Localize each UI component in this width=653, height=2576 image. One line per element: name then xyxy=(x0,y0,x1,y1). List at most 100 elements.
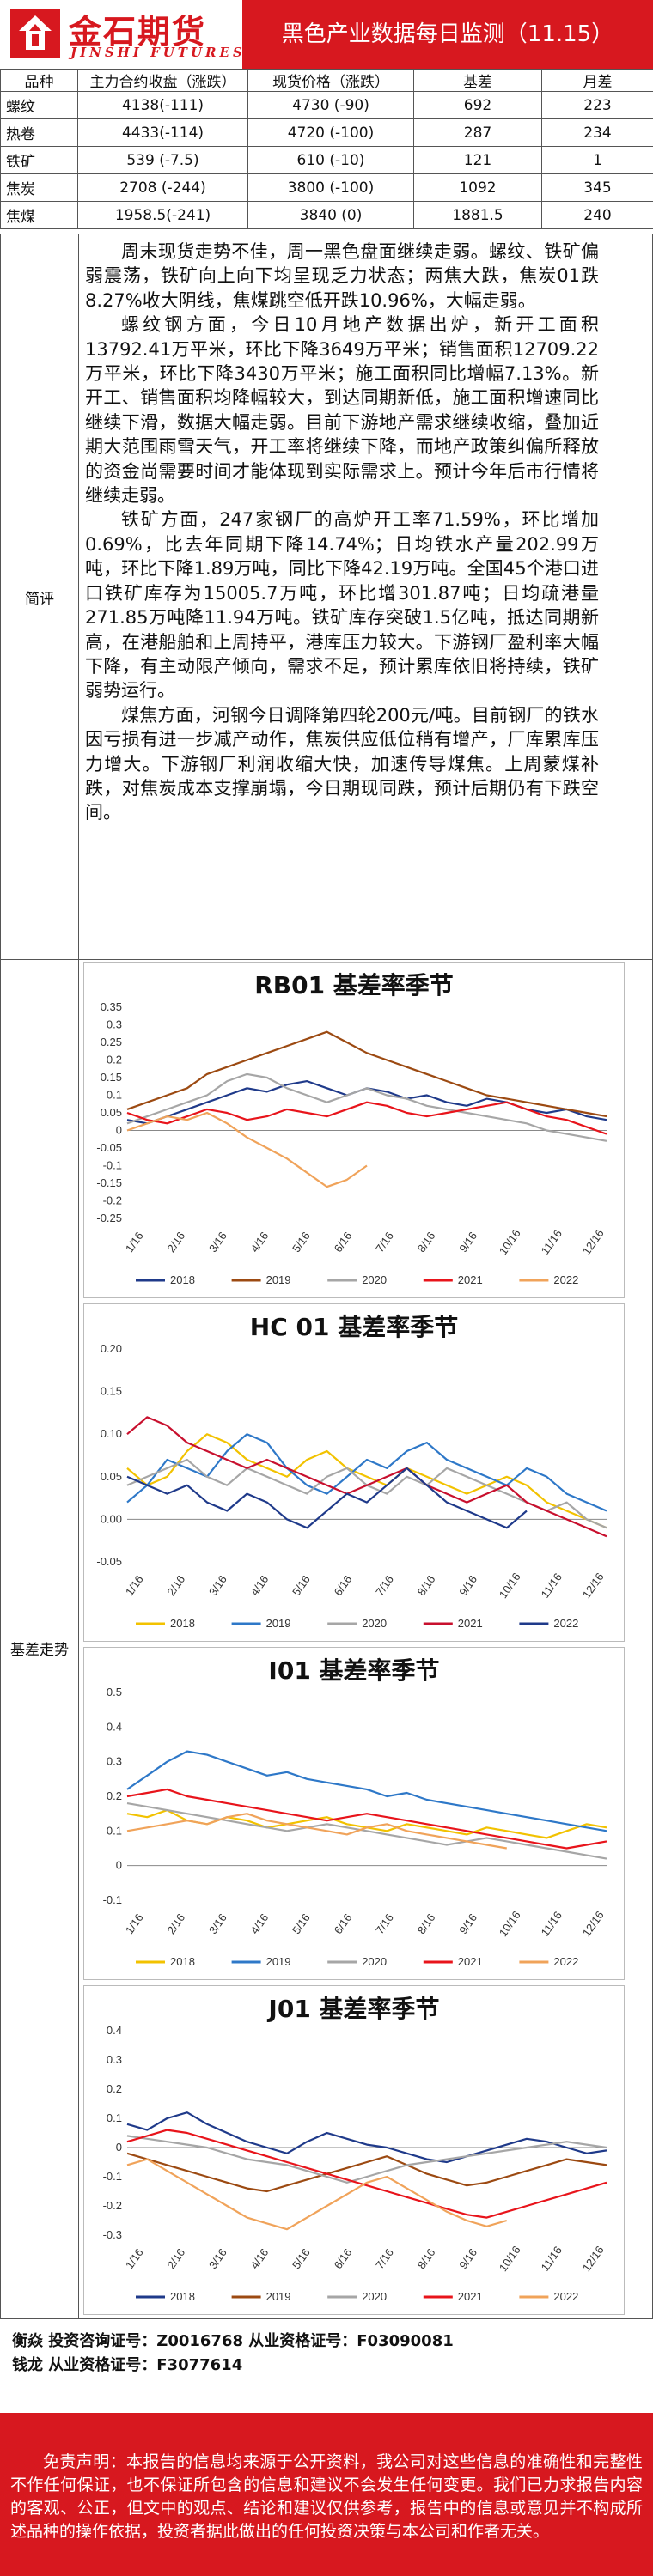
series-line-2021 xyxy=(126,1788,607,1850)
series-line-2018 xyxy=(126,2111,607,2164)
x-tick-label: 7/16 xyxy=(373,1911,396,1936)
basis-value: 692 xyxy=(413,91,542,119)
y-tick-label: 0.2 xyxy=(107,2082,122,2095)
x-tick-label: 11/16 xyxy=(539,1227,565,1256)
commentary-text: 周末现货走势不佳，周一黑色盘面继续走弱。螺纹、铁矿偏弱震荡，铁矿向上向下均呈现乏… xyxy=(85,240,599,825)
y-tick-label: 0.3 xyxy=(107,1018,122,1031)
y-tick-label: 0.20 xyxy=(101,1342,122,1355)
product-name: 热卷 xyxy=(0,118,78,147)
x-tick-label: 1/16 xyxy=(123,1911,146,1936)
x-tick-label: 6/16 xyxy=(332,1230,355,1255)
table-row-iron-ore: 铁矿 539 (-7.5) 610 (-10) 121 1 xyxy=(0,146,653,174)
legend-label: 2019 xyxy=(266,2290,291,2303)
basis-trend-section: 基差走势 RB01 基差率季节 0.35 0.3 0.25 0.2 0.15 0.1 0.05… xyxy=(0,958,653,2319)
series-line-2020 xyxy=(126,1802,607,1860)
column-header-futures: 主力合约收盘（涨跌） xyxy=(77,69,248,92)
y-tick-label: 0.3 xyxy=(107,1755,122,1768)
y-tick-label: 0.25 xyxy=(101,1036,122,1048)
x-tick-label: 11/16 xyxy=(539,2244,565,2273)
commentary-paragraph-iron-ore: 铁矿方面，247家钢厂的高炉开工率71.59%，环比增加0.69%，比去年同期下… xyxy=(85,509,599,702)
commentary-paragraph-coal-coke: 煤焦方面，河钢今日调降第四轮200元/吨。目前钢厂的铁水因亏损有进一步减产动作，… xyxy=(85,704,599,823)
x-tick-label: 3/16 xyxy=(206,1230,229,1255)
x-tick-label: 4/16 xyxy=(248,1230,272,1255)
basis-label-cell: 基差走势 xyxy=(1,958,79,2318)
commentary-label: 简评 xyxy=(25,591,54,608)
report-header: 金石期货 JINSHI FUTURES 黑色产业数据每日监测（11.15） xyxy=(0,0,653,69)
y-tick-label: 0.1 xyxy=(107,1824,122,1837)
chart-hc01: HC 01 基差率季节 0.20 0.15 0.10 0.05 0.00 -0.051/16… xyxy=(96,1313,607,1630)
futures-close: 4138(-111) xyxy=(77,91,248,119)
legend-label: 2022 xyxy=(553,1617,578,1630)
series-line-2018 xyxy=(126,1433,607,1529)
series-line-2022 xyxy=(126,1467,528,1529)
analyst-signature: 衡焱 投资咨询证号：Z0016768 从业资格证号：F03090081 钱龙 从… xyxy=(0,2318,653,2413)
disclaimer-text: 免责声明：本报告的信息均来源于公开资料，我公司对这些信息的准确性和完整性不作任何… xyxy=(10,2452,643,2541)
chart-title: J01 基差率季节 xyxy=(266,1995,439,2023)
chart-title: HC 01 基差率季节 xyxy=(250,1313,458,1341)
y-tick-label: 0.15 xyxy=(101,1385,122,1398)
y-tick-label: 0.35 xyxy=(101,1000,122,1013)
x-tick-label: 10/16 xyxy=(497,1909,523,1939)
legend-label: 2019 xyxy=(266,1273,291,1286)
x-tick-label: 3/16 xyxy=(206,1573,229,1598)
y-tick-label: 0.2 xyxy=(107,1789,122,1802)
price-table: 品种 主力合约收盘（涨跌） 现货价格（涨跌） 基差 月差 螺纹 4138(-11… xyxy=(0,69,653,229)
legend-label: 2021 xyxy=(458,1273,483,1286)
chart-j01: J01 基差率季节 0.4 0.3 0.2 0.1 0 -0.1 -0.2 -0.31/16 2/… xyxy=(103,1995,607,2303)
x-tick-label: 9/16 xyxy=(456,1573,479,1598)
chart-panel-j01: J01 基差率季节 0.4 0.3 0.2 0.1 0 -0.1 -0.2 -0.3 1/16 2/… xyxy=(83,1985,625,2315)
y-tick-label: -0.25 xyxy=(96,1212,122,1224)
x-tick-label: 12/16 xyxy=(580,1571,607,1601)
analyst-line-1: 衡焱 投资咨询证号：Z0016768 从业资格证号：F03090081 xyxy=(12,2332,454,2350)
basis-value: 1092 xyxy=(413,173,542,202)
basis-value: 1881.5 xyxy=(413,201,542,229)
column-header-basis: 基差 xyxy=(413,69,542,92)
commentary-section: 简评 周末现货走势不佳，周一黑色盘面继续走弱。螺纹、铁矿偏弱震荡，铁矿向上向下均… xyxy=(0,234,653,960)
x-tick-label: 2/16 xyxy=(164,2246,187,2271)
chart-panel-hc01: HC 01 基差率季节 0.20 0.15 0.10 0.05 0.00 -0.05 1/16… xyxy=(83,1303,625,1642)
x-tick-label: 9/16 xyxy=(456,1230,479,1255)
legend-label: 2018 xyxy=(170,2290,195,2303)
product-name: 焦煤 xyxy=(0,201,78,229)
y-tick-label: -0.1 xyxy=(103,1893,122,1906)
x-tick-label: 3/16 xyxy=(206,2246,229,2271)
y-tick-label: -0.2 xyxy=(103,1194,122,1207)
company-logo: 金石期货 JINSHI FUTURES xyxy=(0,0,242,69)
legend-label: 2020 xyxy=(362,1955,387,1968)
spot-price: 610 (-10) xyxy=(247,146,414,174)
y-tick-label: 0.10 xyxy=(101,1427,122,1440)
column-header-spot: 现货价格（涨跌） xyxy=(247,69,414,92)
y-tick-label: 0.1 xyxy=(107,1089,122,1102)
logo-emblem-icon xyxy=(10,9,60,58)
x-tick-label: 7/16 xyxy=(373,1230,396,1255)
legend-label: 2019 xyxy=(266,1617,291,1630)
x-tick-label: 10/16 xyxy=(497,1227,523,1257)
month-spread: 345 xyxy=(541,173,653,202)
y-tick-label: -0.15 xyxy=(96,1176,122,1189)
y-tick-label: 0.05 xyxy=(101,1470,122,1483)
legend-label: 2021 xyxy=(458,2290,483,2303)
legend-label: 2020 xyxy=(362,2290,387,2303)
y-tick-label: 0.15 xyxy=(101,1071,122,1084)
series-line-2020 xyxy=(126,1072,607,1142)
x-tick-label: 10/16 xyxy=(497,1571,523,1601)
spot-price: 3840 (0) xyxy=(247,201,414,229)
x-tick-label: 2/16 xyxy=(164,1573,187,1598)
table-row-hot-coil: 热卷 4433(-114) 4720 (-100) 287 234 xyxy=(0,118,653,147)
month-spread: 240 xyxy=(541,201,653,229)
x-tick-label: 11/16 xyxy=(539,1571,565,1600)
table-row-coke: 焦炭 2708 (-244) 3800 (-100) 1092 345 xyxy=(0,173,653,202)
x-tick-label: 8/16 xyxy=(415,1911,438,1936)
x-tick-label: 4/16 xyxy=(248,1573,272,1598)
logo-chinese-name: 金石期货 xyxy=(69,12,207,51)
series-line-2022 xyxy=(126,1813,507,1850)
basis-section-label: 基差走势 xyxy=(10,1642,69,1659)
legend-label: 2022 xyxy=(553,1955,578,1968)
x-tick-label: 12/16 xyxy=(580,2244,607,2274)
legend-label: 2019 xyxy=(266,1955,291,1968)
y-tick-label: -0.1 xyxy=(103,1159,122,1172)
x-tick-label: 3/16 xyxy=(206,1911,229,1936)
y-tick-label: 0 xyxy=(116,2141,122,2154)
legend-label: 2018 xyxy=(170,1955,195,1968)
series-line-2019 xyxy=(126,1750,607,1832)
